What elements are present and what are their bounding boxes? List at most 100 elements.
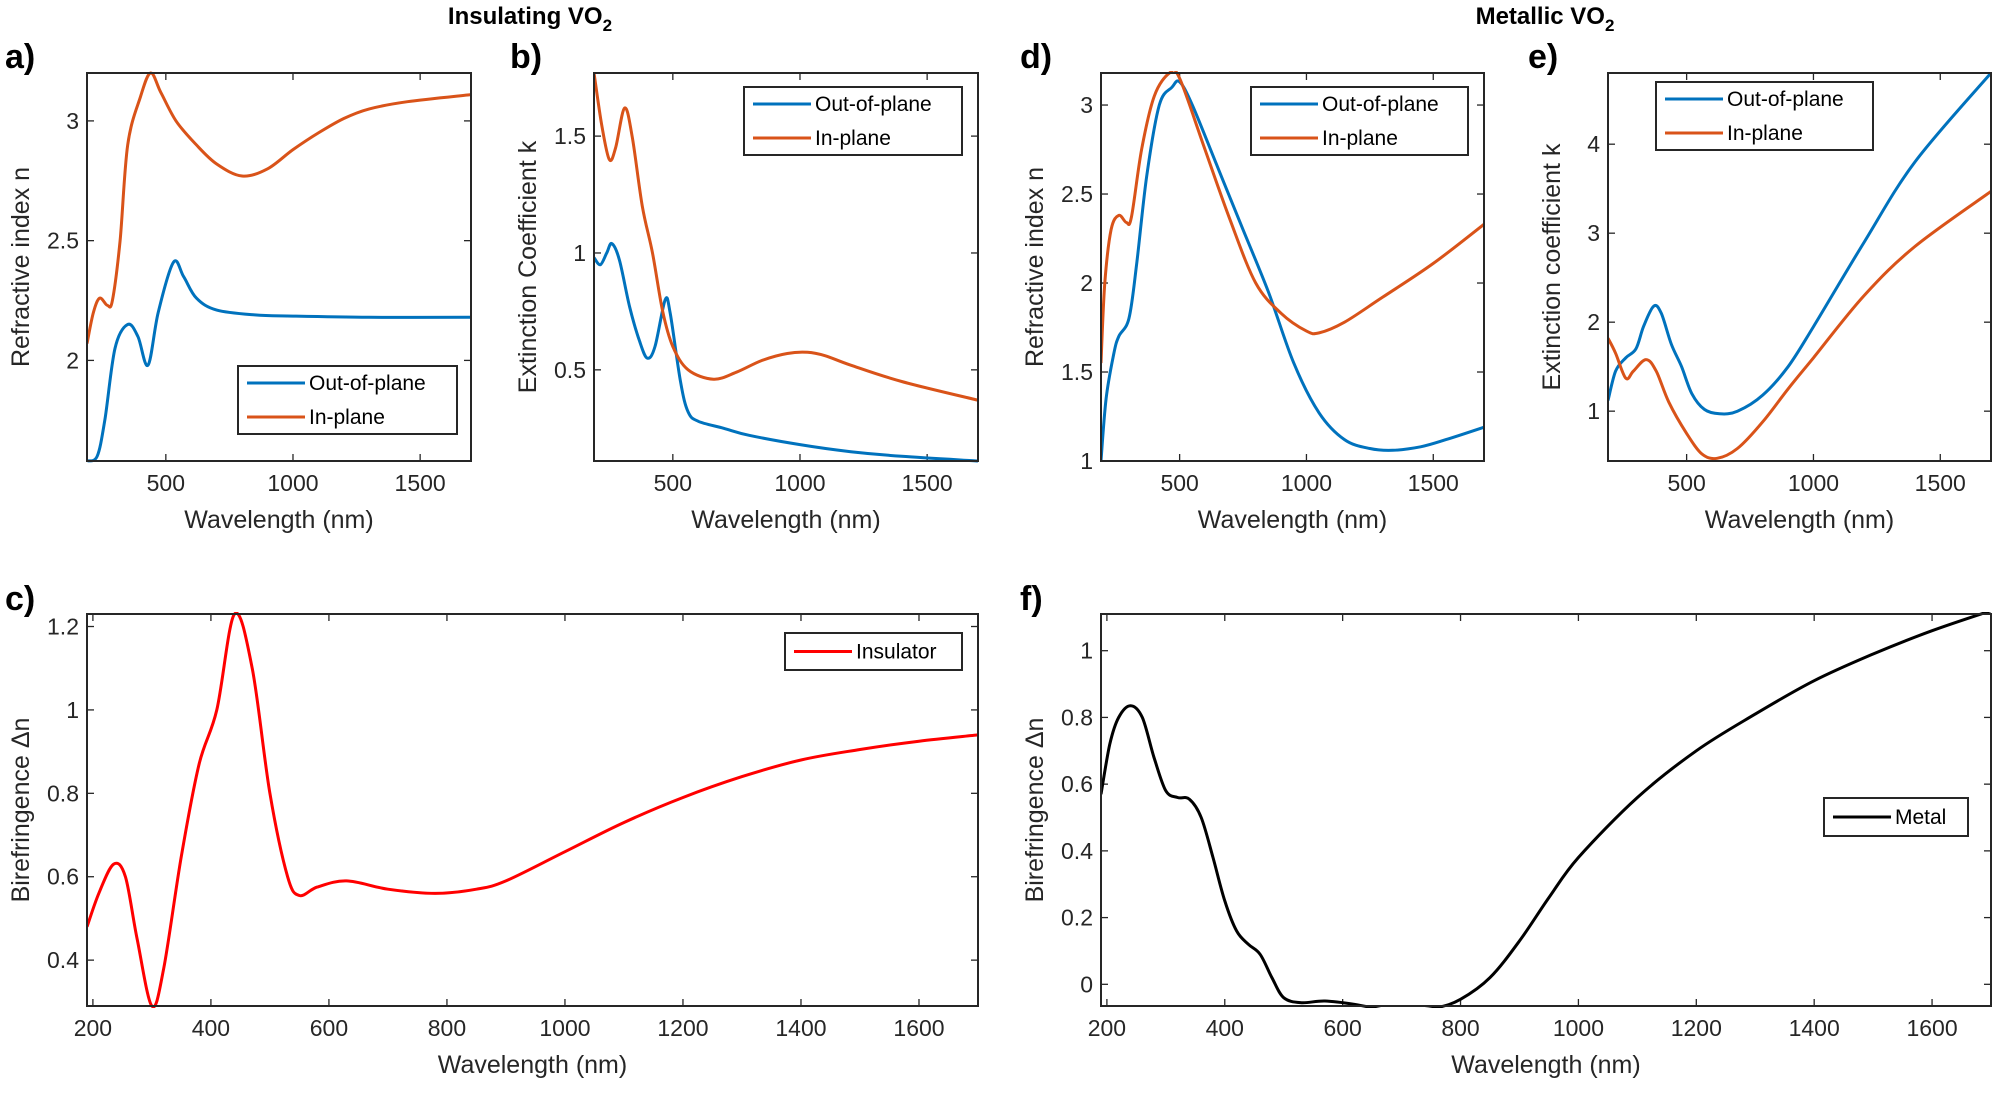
axes-frame [86,613,979,1007]
x-tick-label: 1000 [267,470,318,496]
y-axis-label: Birefringence Δn [1021,718,1049,903]
y-axis-label: Refractive index n [7,167,35,367]
legend-label: Out-of-plane [1727,88,1844,111]
y-tick-label: 4 [1587,131,1600,157]
panel-letter: e) [1528,38,1558,76]
series-line-in-plane [1608,190,1991,461]
x-axis-label: Wavelength (nm) [1451,1051,1640,1079]
group-title-metallic: Metallic VO2 [1476,3,1615,35]
x-tick-label: 1000 [774,470,825,496]
y-tick-label: 0.6 [1061,771,1093,797]
panel-letter: d) [1020,38,1052,76]
panel-letter: f) [1020,580,1043,618]
series-line-in-plane [1101,71,1484,364]
x-tick-label: 1000 [1788,470,1839,496]
y-tick-label: 1 [66,697,79,723]
y-tick-label: 1 [1587,398,1600,424]
series-line-in-plane [594,72,978,402]
y-tick-label: 2 [66,347,79,373]
legend-box [1655,81,1874,151]
legend-label: Out-of-plane [1322,93,1439,116]
y-axis-label: Extinction coefficient k [1538,143,1566,390]
y-tick-label: 0.8 [1061,704,1093,730]
series-line-metal [1101,612,1991,1008]
x-tick-label: 1500 [395,470,446,496]
panel-a: a) 500 1000 1500 2 2.5 3 Wavelength (nm) Refract… [5,38,472,534]
y-tick-label: 2.5 [1061,181,1093,207]
panel-c: c) 200 400 600 800 1000 1200 1400 1600 0.4 0.6 0.8 1… [5,580,979,1079]
y-tick-label: 3 [66,108,79,134]
series-line-insulator [87,612,978,1008]
series-line-out-of-plane [1101,79,1484,462]
y-axis-label: Refractive index n [1021,167,1049,367]
legend: Out-of-plane In-plane [743,86,963,156]
panel-d: d) 500 1000 1500 1 1.5 2 2.5 3 Wavelength (nm) Ref… [1020,38,1485,534]
x-tick-label: 400 [192,1015,230,1041]
y-tick-label: 0 [1080,971,1093,997]
y-tick-label: 1.2 [47,614,79,640]
x-tick-label: 600 [1323,1015,1361,1041]
axes-frame [86,72,472,462]
axes-frame [1100,72,1485,462]
x-tick-label: 1000 [1553,1015,1604,1041]
legend: Metal [1823,797,1969,837]
legend-label: In-plane [1727,122,1803,145]
legend: Out-of-plane In-plane [237,365,458,435]
y-tick-label: 0.4 [1061,838,1093,864]
legend-label: In-plane [815,127,891,150]
x-tick-label: 800 [428,1015,466,1041]
axes-frame [1100,613,1992,1007]
series-line-out-of-plane [594,242,978,463]
y-tick-label: 3 [1080,92,1093,118]
group-title-insulating: Insulating VO2 [448,3,612,35]
x-tick-label: 200 [74,1015,112,1041]
y-axis-label: Extinction Coefficient k [514,140,542,393]
y-tick-label: 1 [573,240,586,266]
legend: Insulator [784,632,963,671]
x-tick-label: 1000 [539,1015,590,1041]
y-axis-label: Birefringence Δn [7,718,35,903]
x-tick-label: 1500 [902,470,953,496]
legend-label: Metal [1895,806,1946,829]
axes-frame [1607,72,1992,462]
x-tick-label: 1200 [1671,1015,1722,1041]
series-line-in-plane [87,71,471,344]
y-tick-label: 2 [1080,270,1093,296]
y-tick-label: 0.2 [1061,905,1093,931]
y-tick-label: 3 [1587,220,1600,246]
x-axis-label: Wavelength (nm) [1705,506,1894,534]
panel-letter: c) [5,580,35,618]
y-tick-label: 1.5 [1061,359,1093,385]
legend-box [1250,86,1469,156]
x-tick-label: 1200 [657,1015,708,1041]
y-tick-label: 0.5 [554,357,586,383]
x-tick-label: 500 [654,470,692,496]
panel-b: b) 500 1000 1500 0.5 1 1.5 Wavelength (nm) Extin… [510,38,979,534]
legend-label: Out-of-plane [309,372,426,395]
x-tick-label: 500 [1667,470,1705,496]
x-tick-label: 500 [147,470,185,496]
x-tick-label: 1400 [775,1015,826,1041]
legend-box [743,86,963,156]
x-tick-label: 1600 [1906,1015,1957,1041]
y-tick-label: 0.8 [47,780,79,806]
legend: Out-of-plane In-plane [1655,81,1874,151]
x-tick-label: 200 [1088,1015,1126,1041]
x-tick-label: 1600 [893,1015,944,1041]
x-axis-label: Wavelength (nm) [438,1051,627,1079]
axes-frame [593,72,979,462]
x-tick-label: 800 [1441,1015,1479,1041]
x-axis-label: Wavelength (nm) [691,506,880,534]
x-tick-label: 1500 [1915,470,1966,496]
x-tick-label: 1500 [1408,470,1459,496]
x-tick-label: 500 [1160,470,1198,496]
y-tick-label: 1 [1080,448,1093,474]
legend-box [237,365,458,435]
y-tick-label: 0.6 [47,864,79,890]
x-tick-label: 1000 [1281,470,1332,496]
y-tick-label: 2 [1587,309,1600,335]
panel-letter: b) [510,38,542,76]
series-line-out-of-plane [1608,72,1991,416]
series-line-out-of-plane [87,259,471,463]
legend-label: In-plane [309,406,385,429]
